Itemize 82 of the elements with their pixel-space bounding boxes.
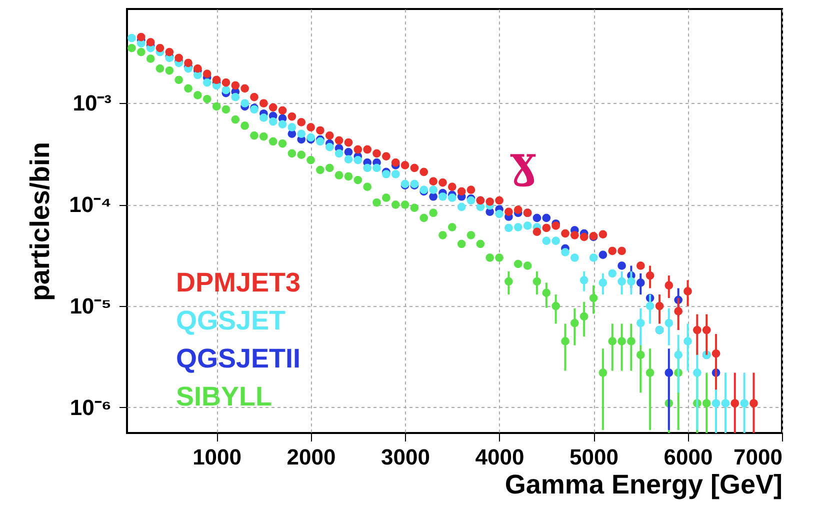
x-tick-label: 2000 [286,444,336,470]
point [580,312,588,321]
point [259,132,268,141]
point [382,194,390,202]
point [646,368,654,377]
point [448,222,456,232]
y-tick-label: 10⁻⁴ [69,192,112,218]
point [344,172,353,181]
point [466,231,476,240]
point [476,240,485,248]
x-tick-label: 5000 [570,444,618,470]
point [664,368,674,377]
point [542,214,551,222]
point [231,115,240,124]
point [268,137,278,146]
point [165,66,174,75]
point [561,337,570,346]
point [618,262,626,270]
point [636,350,645,360]
point [334,171,344,180]
point [184,84,192,93]
point [325,164,334,172]
point [598,368,608,377]
point [636,278,645,287]
point [156,64,164,73]
point [194,91,202,100]
point [363,182,372,191]
point [542,288,551,298]
y-tick-label: 10⁻³ [72,90,112,116]
point [589,294,598,302]
point [222,105,230,114]
point [523,262,532,270]
point [372,198,381,207]
x-tick-label: 3000 [381,444,430,470]
text: DPMJET3 [176,268,301,298]
y-tick-label: 10⁻⁵ [70,294,112,319]
point [514,260,522,268]
point [618,337,626,346]
point [297,150,306,159]
point [457,240,466,248]
point [486,254,494,262]
point [598,250,608,260]
point [410,204,419,212]
point [532,277,542,286]
x-axis-title: Gamma Energy [GeV] [504,470,782,500]
point [202,94,212,104]
point [146,54,155,63]
point [136,48,146,56]
point [240,122,249,130]
annotation: ɣ [510,137,536,188]
point [344,148,353,156]
point [552,302,560,310]
x-tick-label: 7000 [734,444,782,470]
point [306,156,315,164]
point [278,139,287,148]
y-tick-label: 10⁻⁶ [70,394,112,420]
point [702,399,711,408]
point [354,176,362,184]
point [608,337,617,346]
text: SIBYLL [176,382,272,412]
x-tick-label: 1000 [192,444,242,470]
point [627,337,636,346]
point [316,166,324,174]
x-tick-label: 4000 [475,444,524,470]
y-axis-title: particles/bin [25,142,56,302]
point [174,76,184,84]
point [429,208,438,218]
text: QGSJET [176,306,286,336]
point [128,44,136,52]
point [400,200,410,209]
point [288,149,296,158]
point [570,318,579,328]
point [495,254,504,262]
point [438,231,447,240]
point [532,214,542,222]
point [504,277,513,286]
point [420,214,428,222]
point [250,131,258,140]
x-tick-label: 6000 [664,444,713,470]
point [391,200,400,209]
point [212,102,221,111]
text: QGSJETII [176,344,301,374]
